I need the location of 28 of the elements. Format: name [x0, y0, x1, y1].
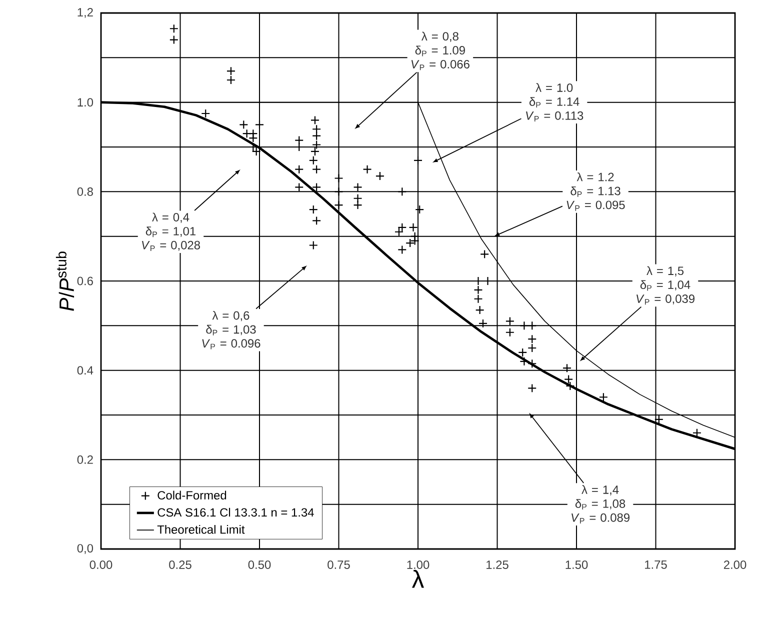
x-axis-title: λ: [412, 570, 424, 588]
x-tick-label: 1.25: [486, 560, 508, 569]
annotation: λ = 1.0 δ$_{P}$ = 1.14 V$_{P}$ = 0.113: [526, 83, 584, 122]
legend-label: Theoretical Limit: [157, 525, 245, 534]
x-tick-label: 0.75: [328, 560, 350, 569]
legend-label: CSA S16.1 Cl 13.3.1 n = 1.34: [158, 508, 314, 517]
x-tick-label: 0.25: [169, 560, 192, 569]
y-tick-label: 0.6: [77, 276, 93, 286]
annotation: λ = 1,4 δ$_{P}$ = 1,08 V$_{P}$ = 0.089: [572, 485, 630, 524]
annotation: λ = 1,5 δ$_{P}$ = 1,04 V$_{P}$ = 0,039: [636, 266, 694, 305]
annotation: λ = 0,8 δ$_{P}$ = 1.09 V$_{P}$ = 0.066: [411, 32, 470, 70]
annotation: λ = 0,6 δ$_{P}$ = 1,03 V$_{P}$ = 0.096: [202, 310, 260, 350]
y-tick-label: 0.8: [77, 187, 93, 196]
x-tick-label: 0.50: [248, 560, 271, 569]
y-tick-label: 1,2: [78, 8, 93, 18]
y-axis-title: P/P$^{stub}$: [56, 252, 74, 311]
x-tick-label: 1.00: [407, 560, 430, 569]
annotation: λ = 1.2 δ$_{P}$ = 1.13 V$_{P}$ = 0.095: [566, 172, 625, 211]
annotation: λ = 0,4 δ$_{P}$ = 1,01 V$_{P}$ = 0,028: [142, 212, 200, 252]
x-tick-label: 2.00: [724, 560, 746, 569]
y-tick-label: 0.2: [77, 455, 93, 464]
x-tick-label: 0.00: [90, 560, 112, 569]
y-tick-label: 0.4: [77, 366, 94, 375]
x-tick-label: 1.75: [645, 560, 667, 569]
y-tick-label: 1.0: [78, 98, 94, 107]
y-tick-label: 0,0: [77, 544, 94, 554]
legend-label: Cold-Formed: [158, 490, 226, 500]
x-tick-label: 1.50: [566, 560, 588, 569]
